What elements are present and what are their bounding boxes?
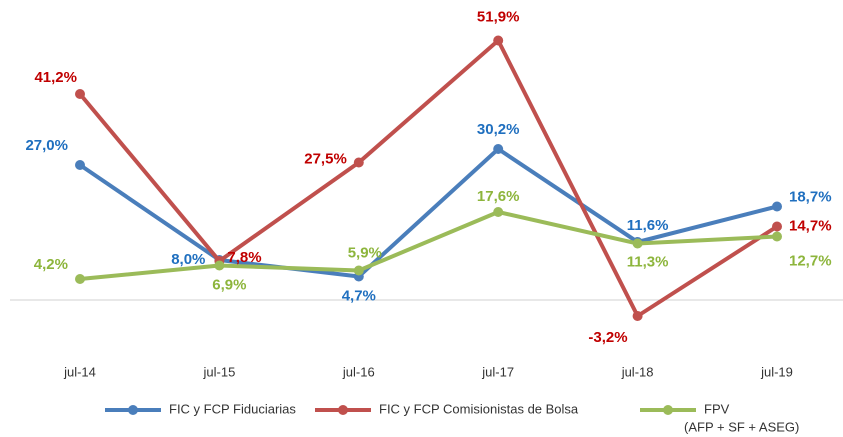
x-tick-label: jul-14 [63,364,96,379]
data-label: 41,2% [34,69,77,86]
data-label: 18,7% [789,188,832,205]
legend-label: FIC y FCP Fiduciarias [169,401,296,416]
data-label: -3,2% [588,329,627,346]
legend-label: FPV [704,401,730,416]
data-label: 11,3% [627,253,669,270]
line [78,147,778,279]
marker [353,265,364,276]
marker [772,221,782,232]
data-label: 17,6% [477,188,520,205]
data-label: 4,2% [34,256,68,273]
data-label: 5,9% [348,244,382,261]
line [79,210,778,281]
line [78,38,779,318]
marker [632,238,643,249]
marker [75,89,85,99]
marker [214,260,225,271]
legend-marker [338,405,348,415]
legend-note: (AFP + SF + ASEG) [684,419,799,434]
marker [75,160,85,170]
marker [493,35,504,46]
x-tick-label: jul-16 [342,364,375,379]
data-label: 6,9% [212,276,246,293]
data-label: 7,8% [227,249,261,266]
x-tick-label: jul-18 [621,364,654,379]
marker [772,201,782,212]
x-tick-label: jul-17 [481,364,514,379]
marker [772,231,782,242]
data-label: 51,9% [477,8,520,25]
data-label: 12,7% [789,252,832,269]
legend-label: FIC y FCP Comisionistas de Bolsa [379,401,579,416]
data-label: 4,7% [342,287,376,304]
legend-marker [663,405,673,415]
data-label: 11,6% [627,217,669,234]
x-tick-label: jul-19 [760,364,793,379]
marker [493,144,504,154]
marker [493,207,504,217]
marker [632,311,643,321]
legend-marker [128,405,138,415]
data-label: 8,0% [171,251,205,268]
data-label: 30,2% [477,121,520,138]
data-label: 14,7% [789,217,832,234]
marker [75,274,85,284]
data-label: 27,0% [25,137,68,154]
data-label: 27,5% [304,150,347,167]
x-tick-label: jul-15 [203,364,236,379]
marker [353,157,364,168]
